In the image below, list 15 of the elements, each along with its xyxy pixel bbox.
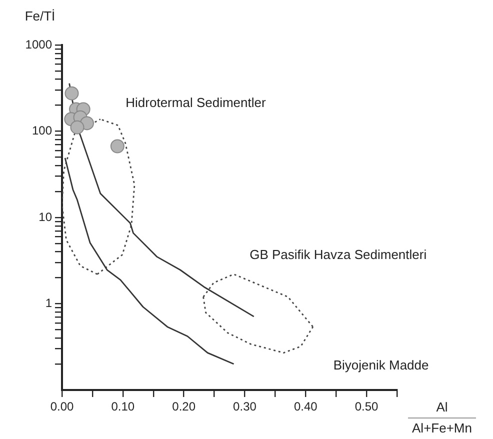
y-tick-label: 100: [32, 124, 52, 138]
x-tick-label: 0.10: [111, 400, 135, 414]
x-tick-label: 0.00: [50, 400, 74, 414]
annotation: Biyojenik Madde: [333, 357, 429, 372]
annotation: Hidrotermal Sedimentler: [126, 95, 266, 110]
x-tick-label: 0.30: [233, 400, 257, 414]
y-tick-label: 1000: [25, 37, 52, 52]
annotation: GB Pasifik Havza Sedimentleri: [250, 247, 427, 262]
y-tick-label: 10: [38, 210, 52, 224]
y-tick-label: 1: [45, 296, 52, 310]
x-tick-label: 0.40: [294, 400, 318, 414]
x-tick-label: 0.50: [354, 400, 379, 414]
x-tick-label: 0.20: [172, 400, 196, 414]
y-axis-title: Fe/Tİ: [24, 8, 56, 24]
x-axis-title: Al Al+Fe+Mn: [412, 400, 472, 436]
